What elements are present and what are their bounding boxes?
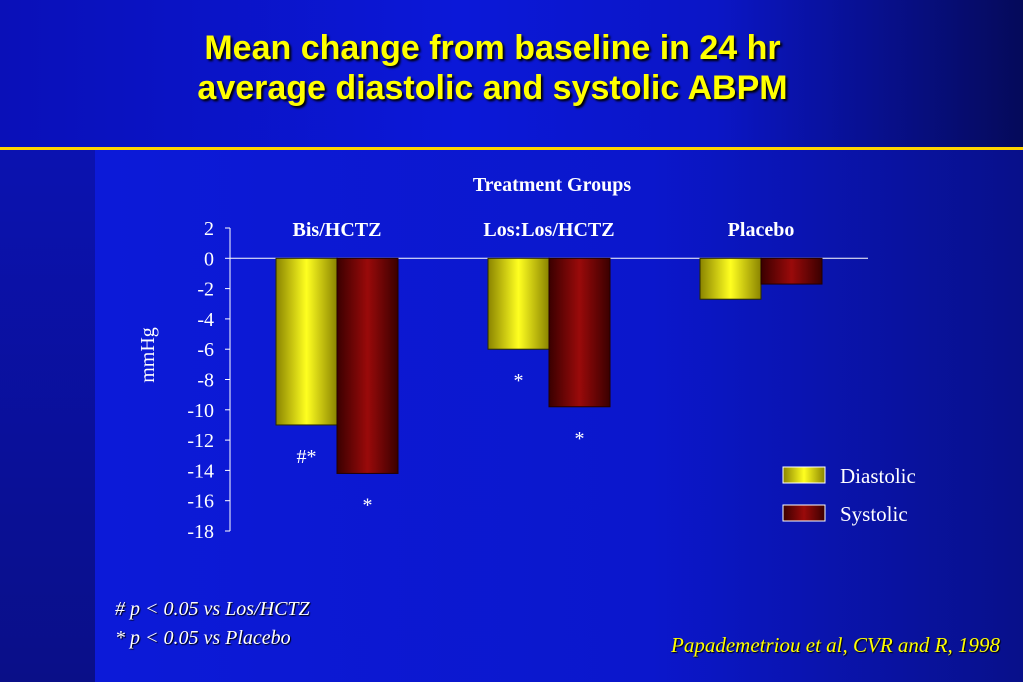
y-tick-label: 2 [204,218,214,240]
footnote-star: * p < 0.05 vs Placebo [115,627,291,649]
plot-area: 2 0 -2 -4 -6 -8 -10 -12 -14 -16 -18 Bis/HCTZ #* * Los:… [187,218,916,543]
content-panel [95,150,1023,682]
y-tick-label: -10 [187,400,214,422]
y-tick-label: -4 [197,309,214,331]
category-label: Los:Los/HCTZ [483,219,614,241]
legend-label: Diastolic [840,464,916,488]
y-tick-label: -6 [197,339,214,361]
bar-diastolic [699,257,762,300]
slide-title: Mean change from baseline in 24 hr avera… [0,28,985,108]
category-label: Bis/HCTZ [293,219,382,241]
significance-mark: #* [297,446,317,468]
y-tick-label: -14 [187,460,214,482]
legend-label: Systolic [840,502,908,526]
y-tick-label: 0 [204,248,214,270]
significance-mark: * [514,370,524,392]
y-tick-label: -16 [187,491,214,513]
y-tick-label: -12 [187,430,214,452]
footnote-hash: # p < 0.05 vs Los/HCTZ [115,598,310,620]
bar-systolic [548,257,611,408]
y-tick-label: -18 [187,521,214,543]
category-label: Placebo [728,219,795,241]
bar-diastolic [487,257,550,350]
title-divider [0,147,1023,150]
bar-diastolic [275,257,338,426]
y-axis-label: mmHg [137,327,159,383]
chart-title: Treatment Groups [473,174,632,196]
bar-systolic [760,257,823,285]
bar-systolic [336,257,399,474]
legend-swatch-diastolic [782,466,826,484]
left-strip [0,150,95,682]
title-line-1: Mean change from baseline in 24 hr [204,29,781,67]
citation: Papademetriou et al, CVR and R, 1998 [671,633,1000,657]
y-tick-label: -2 [197,279,214,301]
y-tick-label: -8 [197,370,214,392]
significance-mark: * [575,428,585,450]
significance-mark: * [363,494,373,516]
title-line-2: average diastolic and systolic ABPM [197,69,788,107]
legend-swatch-systolic [782,504,826,522]
title-bar: Mean change from baseline in 24 hr avera… [0,0,1023,148]
